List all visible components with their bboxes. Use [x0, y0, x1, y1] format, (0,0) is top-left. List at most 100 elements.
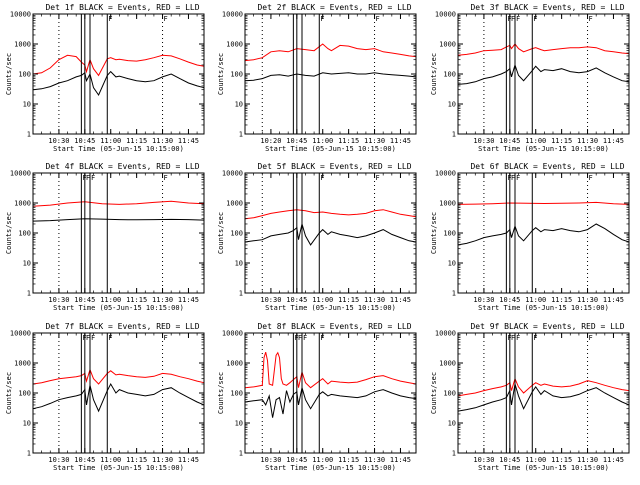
y-tick-label: 1	[452, 450, 456, 458]
y-axis-label: Counts/sec	[217, 53, 225, 95]
chart-title: Det 1f BLACK = Events, RED = LLD	[45, 3, 199, 12]
chart-panel-4: Det 4f BLACK = Events, RED = LLDFFFF1101…	[5, 162, 205, 312]
y-tick-label: 1000	[226, 360, 243, 368]
x-tick-label: 10:45	[499, 296, 520, 304]
y-tick-label: 1	[239, 131, 243, 139]
chart-panel-9: Det 9f BLACK = Events, RED = LLDFFFFF110…	[430, 322, 630, 472]
flag-marker: F	[376, 334, 380, 342]
x-tick-label: 11:45	[178, 296, 199, 304]
y-tick-label: 1	[27, 131, 31, 139]
x-tick-label: 10:30	[48, 456, 69, 464]
x-tick-label: 11:45	[603, 137, 624, 145]
chart-title: Det 3f BLACK = Events, RED = LLD	[470, 3, 624, 12]
series-line-events	[32, 218, 205, 222]
flag-marker: F	[303, 334, 307, 342]
y-axis-label: Counts/sec	[430, 53, 438, 95]
flag-marker: F	[298, 334, 302, 342]
x-tick-label: 11:45	[603, 456, 624, 464]
series-line-events	[244, 72, 417, 82]
x-tick-label: 10:30	[473, 296, 494, 304]
x-tick-label: 10:30	[260, 456, 281, 464]
chart-panel-1: Det 1f BLACK = Events, RED = LLDFF110100…	[5, 3, 205, 153]
x-tick-label: 11:15	[338, 296, 359, 304]
flag-marker: F	[511, 174, 515, 182]
x-axis-label: Start Time (05-Jun-15 10:15:00)	[265, 145, 396, 153]
x-axis-label: Start Time (05-Jun-15 10:15:00)	[478, 304, 609, 312]
y-tick-label: 10000	[222, 170, 243, 178]
y-tick-label: 10000	[222, 330, 243, 338]
x-tick-label: 11:30	[364, 296, 385, 304]
y-axis-label: Counts/sec	[5, 53, 13, 95]
x-tick-label: 11:00	[312, 456, 333, 464]
x-tick-label: 11:30	[364, 137, 385, 145]
x-axis-label: Start Time (05-Jun-15 10:15:00)	[478, 464, 609, 472]
y-tick-label: 100	[443, 390, 456, 398]
x-tick-label: 11:00	[100, 456, 121, 464]
x-axis-label: Start Time (05-Jun-15 10:15:00)	[478, 145, 609, 153]
x-axis-label: Start Time (05-Jun-15 10:15:00)	[265, 464, 396, 472]
y-tick-label: 1000	[439, 360, 456, 368]
x-tick-label: 11:30	[577, 296, 598, 304]
x-tick-label: 11:00	[312, 137, 333, 145]
y-tick-label: 1000	[439, 41, 456, 49]
chart-panel-6: Det 6f BLACK = Events, RED = LLDFFFF1101…	[430, 162, 630, 312]
chart-title: Det 4f BLACK = Events, RED = LLD	[45, 162, 199, 171]
y-tick-label: 10000	[435, 170, 456, 178]
x-tick-label: 10:45	[499, 137, 520, 145]
x-tick-label: 11:45	[390, 296, 411, 304]
x-tick-label: 10:20	[260, 137, 281, 145]
y-tick-label: 1	[27, 450, 31, 458]
x-tick-label: 11:45	[178, 137, 199, 145]
x-tick-label: 11:15	[126, 456, 147, 464]
flag-marker: F	[511, 334, 515, 342]
y-tick-label: 100	[230, 71, 243, 79]
x-axis-label: Start Time (05-Jun-15 10:15:00)	[53, 464, 184, 472]
flag-marker: F	[164, 15, 168, 23]
x-tick-label: 11:45	[390, 456, 411, 464]
chart-title: Det 8f BLACK = Events, RED = LLD	[257, 322, 411, 331]
y-tick-label: 1	[452, 131, 456, 139]
x-tick-label: 10:30	[48, 296, 69, 304]
x-tick-label: 10:45	[74, 137, 95, 145]
x-tick-label: 10:30	[48, 137, 69, 145]
y-tick-label: 100	[443, 230, 456, 238]
chart-title: Det 6f BLACK = Events, RED = LLD	[470, 162, 624, 171]
series-line-lld	[32, 54, 205, 77]
chart-title: Det 9f BLACK = Events, RED = LLD	[470, 322, 624, 331]
chart-panel-3: Det 3f BLACK = Events, RED = LLDFFFFF110…	[430, 3, 630, 153]
x-tick-label: 11:15	[126, 137, 147, 145]
chart-panel-5: Det 5f BLACK = Events, RED = LLDFF110100…	[217, 162, 417, 312]
y-tick-label: 10000	[222, 11, 243, 19]
x-tick-label: 10:45	[286, 137, 307, 145]
x-tick-label: 10:30	[260, 296, 281, 304]
series-line-events	[32, 382, 205, 413]
flag-marker: F	[164, 174, 168, 182]
flag-marker: F	[91, 334, 95, 342]
series-line-lld	[244, 209, 417, 220]
x-tick-label: 11:15	[551, 137, 572, 145]
y-tick-label: 10000	[10, 11, 31, 19]
y-axis-label: Counts/sec	[217, 372, 225, 414]
y-tick-label: 10	[23, 420, 31, 428]
flag-marker: F	[86, 334, 90, 342]
flag-marker: F	[86, 174, 90, 182]
x-tick-label: 10:45	[499, 456, 520, 464]
x-tick-label: 11:30	[152, 296, 173, 304]
chart-panel-7: Det 7f BLACK = Events, RED = LLDFFFFF110…	[5, 322, 205, 472]
y-tick-label: 10000	[435, 330, 456, 338]
flag-marker: F	[91, 174, 95, 182]
x-tick-label: 11:30	[577, 456, 598, 464]
y-axis-label: Counts/sec	[430, 372, 438, 414]
y-tick-label: 1000	[226, 200, 243, 208]
y-tick-label: 10	[235, 101, 243, 109]
x-tick-label: 11:30	[152, 456, 173, 464]
x-tick-label: 11:00	[100, 137, 121, 145]
x-tick-label: 10:30	[473, 456, 494, 464]
y-tick-label: 1	[239, 450, 243, 458]
y-tick-label: 1	[452, 290, 456, 298]
y-axis-label: Counts/sec	[5, 212, 13, 254]
y-tick-label: 100	[443, 71, 456, 79]
series-line-events	[244, 387, 417, 418]
